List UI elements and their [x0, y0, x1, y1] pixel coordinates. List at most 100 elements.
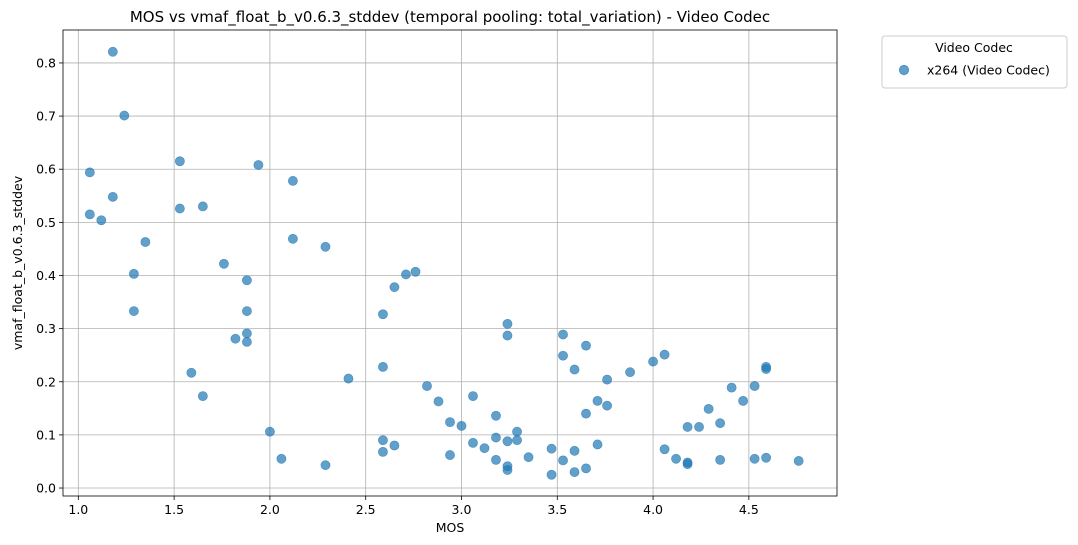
legend-box [881, 35, 1068, 89]
data-point [512, 426, 522, 437]
x-tick-label: 3.0 [452, 502, 472, 517]
data-point [502, 465, 513, 475]
data-point [401, 269, 411, 280]
data-point [422, 381, 432, 391]
data-point [558, 329, 568, 340]
data-point [694, 422, 704, 432]
data-point [276, 453, 287, 464]
data-point [581, 463, 591, 474]
data-point [378, 361, 388, 372]
data-point [602, 400, 612, 411]
data-point [468, 391, 478, 402]
data-points [84, 46, 804, 480]
data-point [761, 364, 772, 374]
data-point [569, 364, 580, 375]
data-point [197, 201, 208, 212]
data-point [197, 391, 208, 402]
data-point [491, 432, 501, 443]
y-tick-label: 0.0 [36, 481, 56, 496]
data-point [119, 110, 130, 121]
data-point [682, 459, 693, 470]
data-point [659, 444, 670, 455]
data-point [581, 340, 591, 351]
data-point [128, 306, 139, 316]
y-tick-label: 0.3 [36, 321, 56, 336]
data-point [738, 395, 749, 406]
data-point [602, 374, 612, 385]
data-point [140, 237, 151, 247]
data-point [288, 233, 298, 244]
data-point [107, 46, 118, 57]
data-point [749, 453, 760, 464]
data-point [546, 443, 557, 454]
data-point [761, 452, 772, 463]
data-point [96, 215, 107, 226]
data-point [715, 418, 726, 429]
data-point [625, 367, 635, 378]
data-point [546, 469, 557, 480]
data-point [378, 309, 388, 320]
data-point [558, 455, 568, 466]
data-point [445, 417, 455, 428]
data-point [219, 258, 229, 269]
chart-title: MOS vs vmaf_float_b_v0.6.3_stddev (tempo… [130, 8, 770, 27]
legend: Video Codec x264 (Video Codec) [881, 35, 1068, 89]
data-point [648, 356, 658, 367]
data-point [703, 403, 714, 414]
data-point [288, 176, 298, 186]
data-point [491, 454, 501, 465]
data-point [84, 209, 95, 220]
data-point [410, 266, 421, 277]
x-tick-label: 2.0 [260, 502, 280, 517]
data-point [186, 367, 197, 378]
data-point [230, 333, 241, 344]
data-point [793, 456, 804, 466]
data-point [242, 275, 252, 286]
data-point [749, 381, 760, 391]
data-point [242, 328, 252, 339]
data-point [128, 268, 139, 279]
y-tick-label: 0.8 [36, 55, 56, 70]
y-tick-label: 0.2 [36, 374, 56, 389]
data-point [558, 350, 568, 361]
data-point [456, 420, 467, 431]
data-point [468, 437, 478, 448]
grid [63, 30, 837, 496]
data-point [320, 241, 331, 252]
data-point [502, 318, 513, 329]
data-point [682, 422, 693, 432]
data-point [592, 395, 603, 406]
data-point [569, 445, 580, 456]
y-tick-label: 0.6 [36, 162, 56, 177]
x-axis-title: MOS [436, 520, 465, 535]
x-tick-label: 1.5 [164, 502, 184, 517]
y-tick-label: 0.4 [36, 268, 56, 283]
x-tick-label: 2.5 [356, 502, 376, 517]
data-point [242, 337, 252, 347]
data-point [265, 426, 275, 437]
y-tick-label: 0.5 [36, 215, 56, 230]
data-point [174, 156, 185, 167]
data-point [433, 396, 444, 407]
plot-area [62, 29, 838, 497]
data-point [502, 436, 513, 447]
x-tick-label: 4.0 [643, 502, 663, 517]
data-point [378, 435, 388, 446]
data-point [174, 203, 185, 214]
data-point [581, 408, 591, 419]
data-point [715, 454, 726, 465]
data-point [512, 435, 522, 446]
data-point [389, 282, 400, 293]
data-point [479, 443, 490, 454]
y-tick-label: 0.1 [36, 427, 56, 442]
y-tick-label: 0.7 [36, 109, 56, 124]
x-tick-label: 4.5 [739, 502, 759, 517]
x-tick-label: 1.0 [68, 502, 88, 517]
data-point [253, 160, 264, 170]
legend-label: x264 (Video Codec) [927, 63, 1050, 78]
data-point [320, 460, 331, 471]
data-point [84, 167, 95, 178]
data-point [592, 439, 603, 450]
data-point [491, 410, 501, 421]
